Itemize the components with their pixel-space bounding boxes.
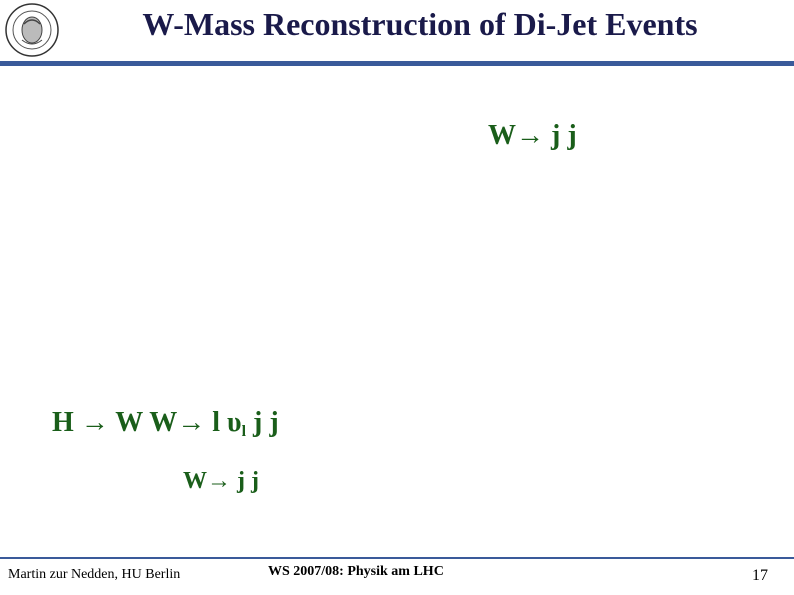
w-jj-label-bottom: W→ j j [183, 468, 259, 494]
title-divider [0, 61, 794, 66]
higgs-decay-text: H → W W→ l υ [52, 407, 242, 438]
footer-course: WS 2007/08: Physik am LHC [268, 564, 444, 579]
page-number: 17 [752, 567, 768, 584]
footer-author: Martin zur Nedden, HU Berlin [8, 567, 181, 582]
university-seal-icon [5, 3, 59, 57]
higgs-decay-label: H → W W→ l υl j j [52, 407, 279, 441]
page-title: W-Mass Reconstruction of Di-Jet Events [142, 6, 698, 42]
w-jj-label-top: W→ j j [488, 120, 577, 151]
higgs-decay-subscript: l [241, 423, 247, 440]
higgs-decay-suffix: j j [246, 407, 279, 438]
footer-divider [0, 557, 794, 559]
